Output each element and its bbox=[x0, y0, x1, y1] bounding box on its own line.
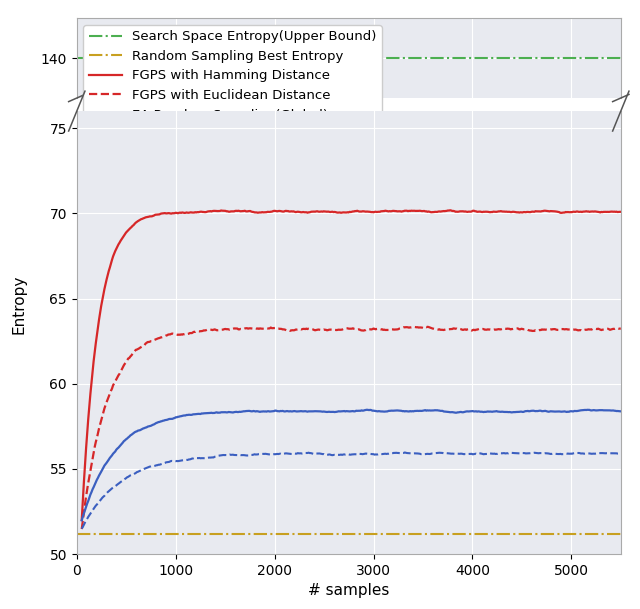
Line: EA Random Sampling(Global): EA Random Sampling(Global) bbox=[82, 410, 621, 520]
FGPS with Euclidean Distance bbox=[521, 326, 529, 333]
FGPS with Euclidean Distance bbox=[369, 325, 377, 333]
FGPS with Hamming Distance bbox=[334, 209, 342, 216]
EA Random Sampling(Global) bbox=[337, 408, 345, 415]
EA Random Sampling(Global) bbox=[334, 408, 342, 415]
FGPS with Euclidean Distance bbox=[399, 324, 406, 331]
EA Random Sampling(Global) bbox=[605, 407, 612, 414]
EA Random Sampling(Global) bbox=[617, 407, 625, 415]
FGPS with Euclidean Distance bbox=[605, 326, 612, 333]
FGPS with Euclidean Distance bbox=[617, 325, 625, 333]
FGPS with Euclidean Distance bbox=[424, 323, 431, 331]
Legend: Search Space Entropy(Upper Bound), Random Sampling Best Entropy, FGPS with Hammi: Search Space Entropy(Upper Bound), Rando… bbox=[83, 25, 382, 127]
Line: FGPS with Euclidean Distance: FGPS with Euclidean Distance bbox=[82, 327, 621, 529]
FGPS with Hamming Distance bbox=[521, 208, 529, 216]
Text: Entropy: Entropy bbox=[12, 275, 27, 334]
FGPS with Euclidean Distance bbox=[337, 326, 345, 333]
X-axis label: # samples: # samples bbox=[308, 583, 390, 599]
FGPS with Euclidean Distance bbox=[78, 526, 86, 533]
EA Random Sampling(Global) bbox=[400, 407, 408, 415]
FGPS with Hamming Distance bbox=[78, 516, 86, 524]
FGPS with Hamming Distance bbox=[369, 209, 377, 216]
EA Random Sampling(Global) bbox=[78, 516, 86, 524]
FGPS with Euclidean Distance bbox=[334, 326, 342, 334]
FGPS with Hamming Distance bbox=[605, 208, 612, 216]
EA Random Sampling(Global) bbox=[363, 406, 371, 414]
Line: FGPS with Hamming Distance: FGPS with Hamming Distance bbox=[82, 210, 621, 520]
FGPS with Hamming Distance bbox=[337, 209, 345, 216]
FGPS with Hamming Distance bbox=[446, 206, 454, 214]
FGPS with Hamming Distance bbox=[399, 208, 406, 215]
EA Random Sampling(Global) bbox=[371, 407, 378, 415]
EA Random Sampling(Global) bbox=[521, 408, 529, 415]
FGPS with Hamming Distance bbox=[617, 208, 625, 216]
